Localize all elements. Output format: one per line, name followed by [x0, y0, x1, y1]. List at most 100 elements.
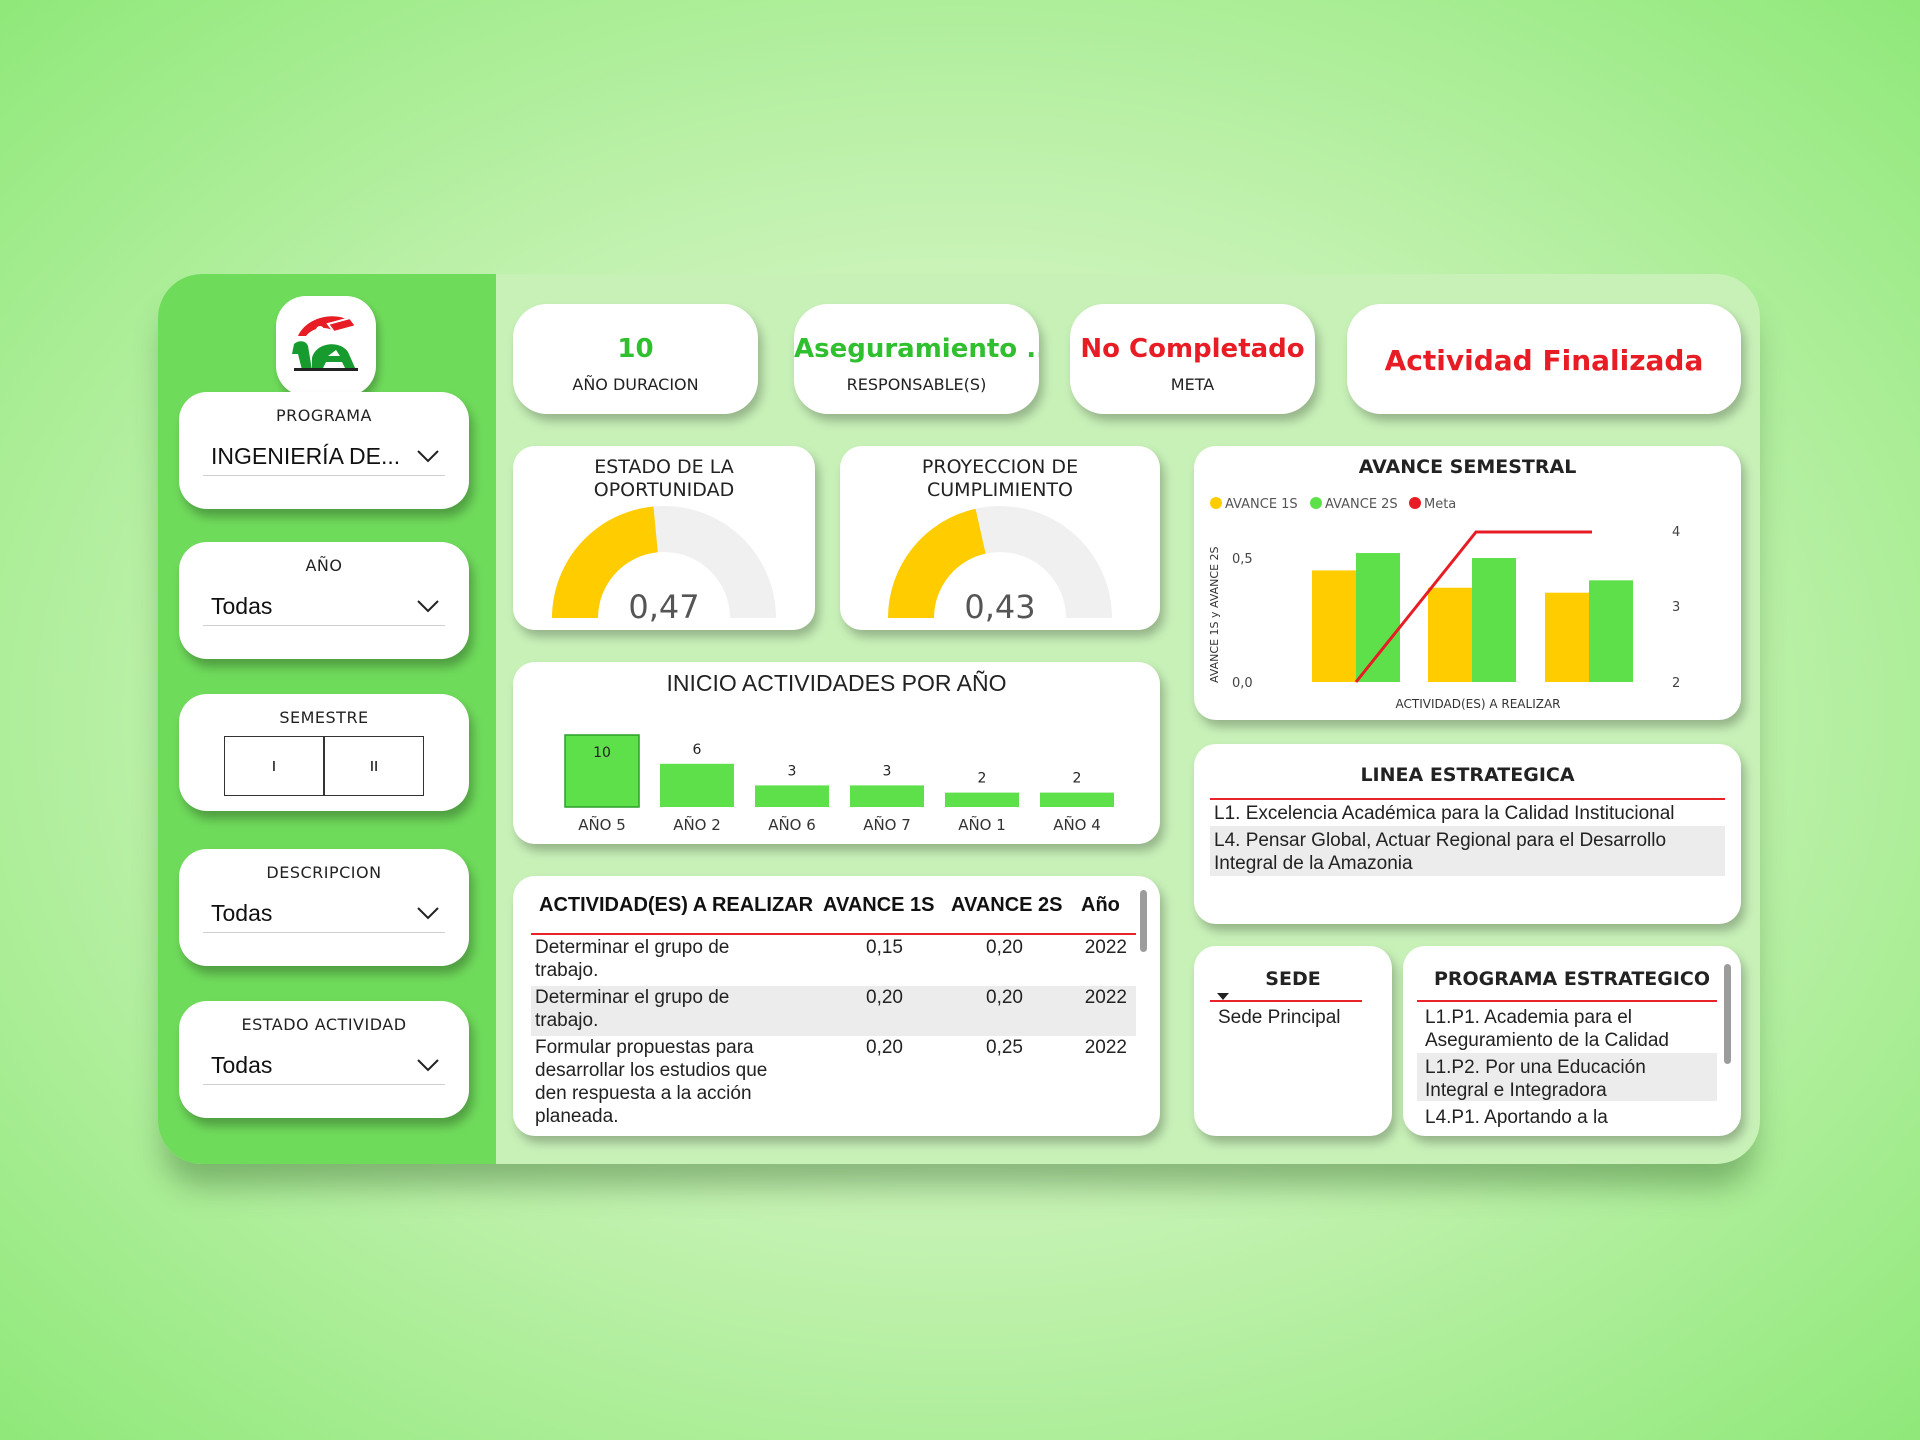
linea-estrategica-card: LINEA ESTRATEGICA L1. Excelencia Académi…: [1194, 744, 1741, 924]
semestre-option-i[interactable]: I: [224, 736, 324, 796]
table-scrollbar[interactable]: [1140, 890, 1147, 952]
gauge-chart: 0,47: [552, 506, 776, 626]
sort-desc-icon[interactable]: [1216, 992, 1230, 1002]
header-anio[interactable]: Año: [1081, 894, 1120, 916]
bar[interactable]: [660, 763, 734, 807]
gauge-chart: 0,43: [888, 506, 1112, 626]
gauge-title-line: CUMPLIMIENTO: [927, 479, 1073, 501]
bar[interactable]: [755, 785, 829, 807]
kpi-value: No Completado: [1080, 334, 1305, 364]
item-line: L4. Pensar Global, Actuar Regional para …: [1214, 830, 1667, 851]
list-scrollbar[interactable]: [1724, 964, 1731, 1064]
cell-line: Determinar el grupo de: [535, 937, 730, 958]
x-axis-label: ACTIVIDAD(ES) A REALIZAR: [1396, 697, 1561, 711]
gauge-title: ESTADO DE LA OPORTUNIDAD: [513, 456, 815, 502]
row-band: [531, 986, 1136, 1036]
inicio-actividades-chart-card: INICIO ACTIVIDADES POR AÑO 10 AÑO 5 6 AÑO 2…: [513, 662, 1160, 844]
descripcion-label: DESCRIPCION: [266, 863, 382, 882]
bar-avance-1s[interactable]: [1428, 587, 1472, 682]
data-label: 3: [883, 763, 892, 779]
chart-title: INICIO ACTIVIDADES POR AÑO: [666, 670, 1007, 696]
row-band: [1210, 826, 1725, 876]
toucan-logo-icon: [292, 316, 358, 371]
kpi-label: RESPONSABLE(S): [846, 375, 987, 394]
kpi-ano-duracion: 10 AÑO DURACION: [513, 304, 758, 414]
kpi-value: 10: [617, 334, 654, 364]
gauge-estado-oportunidad: ESTADO DE LA OPORTUNIDAD 0,47: [513, 446, 815, 630]
data-label: 2: [978, 771, 987, 787]
university-logo: [276, 296, 376, 396]
data-label: 3: [788, 763, 797, 779]
bar[interactable]: [850, 785, 924, 807]
cell-line: Formular propuestas para: [535, 1037, 754, 1058]
chevron-down-icon: [417, 600, 439, 613]
sede-item[interactable]: Sede Principal: [1218, 1007, 1341, 1028]
y-axis-label: AVANCE 1S y AVANCE 2S: [1208, 546, 1221, 683]
dashboard: PROGRAMA INGENIERÍA DE... AÑO Todas SEME…: [158, 274, 1760, 1164]
gauge-title-line: PROYECCION DE: [921, 456, 1079, 478]
bar-avance-1s[interactable]: [1312, 570, 1356, 682]
cell-line: trabajo.: [535, 1010, 599, 1031]
header-actividad[interactable]: ACTIVIDAD(ES) A REALIZAR: [539, 894, 814, 916]
bar-avance-2s[interactable]: [1472, 558, 1516, 682]
programa-label: PROGRAMA: [276, 406, 372, 425]
cell-avance-2s: 0,20: [986, 937, 1023, 958]
anio-dropdown[interactable]: Todas: [203, 589, 445, 626]
cell-line: desarrollar los estudios que: [535, 1060, 768, 1081]
category-label: AÑO 5: [578, 815, 626, 834]
filter-sidebar: PROGRAMA INGENIERÍA DE... AÑO Todas SEME…: [158, 274, 496, 1164]
header-avance-1s[interactable]: AVANCE 1S: [823, 894, 935, 916]
title-underline: [1417, 1000, 1717, 1002]
legend-swatch-2s: [1310, 497, 1322, 509]
header-avance-2s[interactable]: AVANCE 2S: [951, 894, 1063, 916]
header-underline: [531, 933, 1136, 935]
meta-line[interactable]: [1354, 530, 1592, 683]
category-label: AÑO 4: [1053, 815, 1101, 834]
panel-title: LINEA ESTRATEGICA: [1360, 764, 1575, 786]
kpi-responsables: Aseguramiento ... RESPONSABLE(S): [794, 304, 1039, 414]
cell-anio: 2022: [1084, 937, 1127, 958]
actividades-table: ACTIVIDAD(ES) A REALIZAR AVANCE 1S AVANC…: [513, 876, 1160, 1136]
semestre-option-ii[interactable]: II: [324, 736, 424, 796]
descripcion-value: Todas: [211, 900, 273, 926]
kpi-estado-actividad: Actividad Finalizada: [1347, 304, 1741, 414]
anio-filter: AÑO Todas: [179, 542, 469, 659]
bar[interactable]: [564, 734, 640, 808]
programa-dropdown[interactable]: INGENIERÍA DE...: [203, 439, 445, 476]
row-band: [1417, 1053, 1717, 1101]
descripcion-dropdown[interactable]: Todas: [203, 896, 445, 933]
gauge-fill: [888, 508, 986, 618]
chart-title: AVANCE SEMESTRAL: [1358, 456, 1577, 478]
item-line: Integral de la Amazonia: [1214, 853, 1413, 874]
programa-value: INGENIERÍA DE...: [211, 443, 401, 469]
linea-item[interactable]: L1. Excelencia Académica para la Calidad…: [1214, 802, 1729, 825]
bar-avance-2s[interactable]: [1356, 553, 1400, 682]
estado-label: ESTADO ACTIVIDAD: [241, 1015, 407, 1034]
linea-item[interactable]: L4. Pensar Global, Actuar Regional para …: [1214, 829, 1729, 875]
programa-estrategico-item[interactable]: L1.P2. Por una Educación Integral e Inte…: [1425, 1056, 1725, 1102]
avance-combo-chart: AVANCE 1S AVANCE 2S Meta AVANCE 1S y AVA…: [1208, 497, 1680, 711]
kpi-label: AÑO DURACION: [572, 375, 699, 394]
bar[interactable]: [1040, 792, 1114, 807]
cell-avance-1s: 0,15: [866, 937, 903, 958]
estado-dropdown[interactable]: Todas: [203, 1048, 445, 1085]
estado-filter: ESTADO ACTIVIDAD Todas: [179, 1001, 469, 1118]
item-line: Integral e Integradora: [1425, 1080, 1607, 1101]
descripcion-filter: DESCRIPCION Todas: [179, 849, 469, 966]
programa-estrategico-item[interactable]: L4.P1. Aportando a la: [1425, 1106, 1725, 1129]
bar-avance-2s[interactable]: [1589, 580, 1633, 682]
cell-actividad: Determinar el grupo de trabajo.: [535, 986, 805, 1032]
programa-estrategico-item[interactable]: L1.P1. Academia para el Aseguramiento de…: [1425, 1006, 1725, 1052]
category-label: AÑO 2: [673, 815, 721, 834]
legend-item: Meta: [1424, 497, 1456, 512]
cell-avance-1s: 0,20: [866, 987, 903, 1008]
estado-value: Todas: [211, 1052, 273, 1078]
category-label: AÑO 1: [958, 815, 1006, 834]
cell-line: Determinar el grupo de: [535, 987, 730, 1008]
sede-card: SEDE Sede Principal: [1194, 946, 1392, 1136]
cell-avance-1s: 0,20: [866, 1037, 903, 1058]
data-label: 6: [693, 742, 702, 758]
y-tick: 0,0: [1232, 676, 1253, 691]
bar-avance-1s[interactable]: [1545, 592, 1589, 682]
bar[interactable]: [945, 792, 1019, 807]
